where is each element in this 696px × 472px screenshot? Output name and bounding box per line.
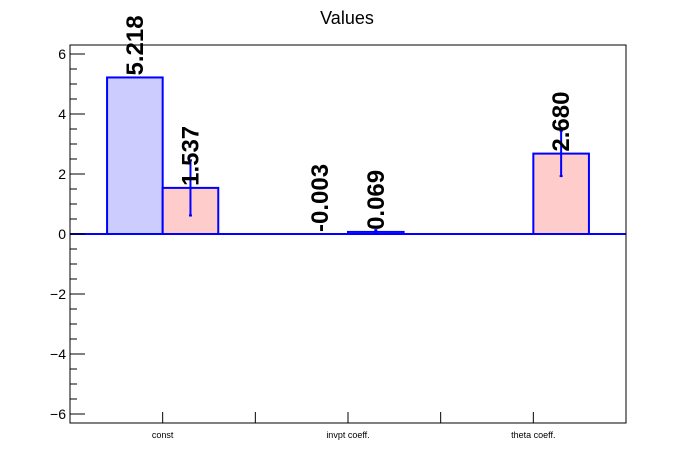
x-axis: const invpt coeff. theta coeff. <box>152 412 556 440</box>
y-tick-label: 4 <box>58 106 66 122</box>
data-labels: 5.218 -0.003 1.537 0.069 2.680 <box>122 15 575 232</box>
bars-layer <box>70 76 626 236</box>
plot-frame <box>69 44 627 424</box>
y-axis: −6 −4 −2 0 2 4 6 <box>50 46 85 422</box>
data-label: -0.003 <box>307 164 334 232</box>
y-tick-label: 0 <box>58 226 66 242</box>
x-category-label: invpt coeff. <box>326 430 369 440</box>
x-category-label: theta coeff. <box>511 430 555 440</box>
data-label: 5.218 <box>122 15 149 75</box>
chart-title: Values <box>320 8 374 28</box>
y-tick-label: −2 <box>50 286 66 302</box>
y-tick-label: 2 <box>58 166 66 182</box>
bar <box>106 76 164 235</box>
x-category-label: const <box>152 430 174 440</box>
y-tick-label: −4 <box>50 346 66 362</box>
y-tick-label: 6 <box>58 46 66 62</box>
data-label: 0.069 <box>363 170 390 230</box>
y-tick-label: −6 <box>50 406 66 422</box>
data-label: 2.680 <box>548 92 575 152</box>
data-label: 1.537 <box>177 126 204 186</box>
